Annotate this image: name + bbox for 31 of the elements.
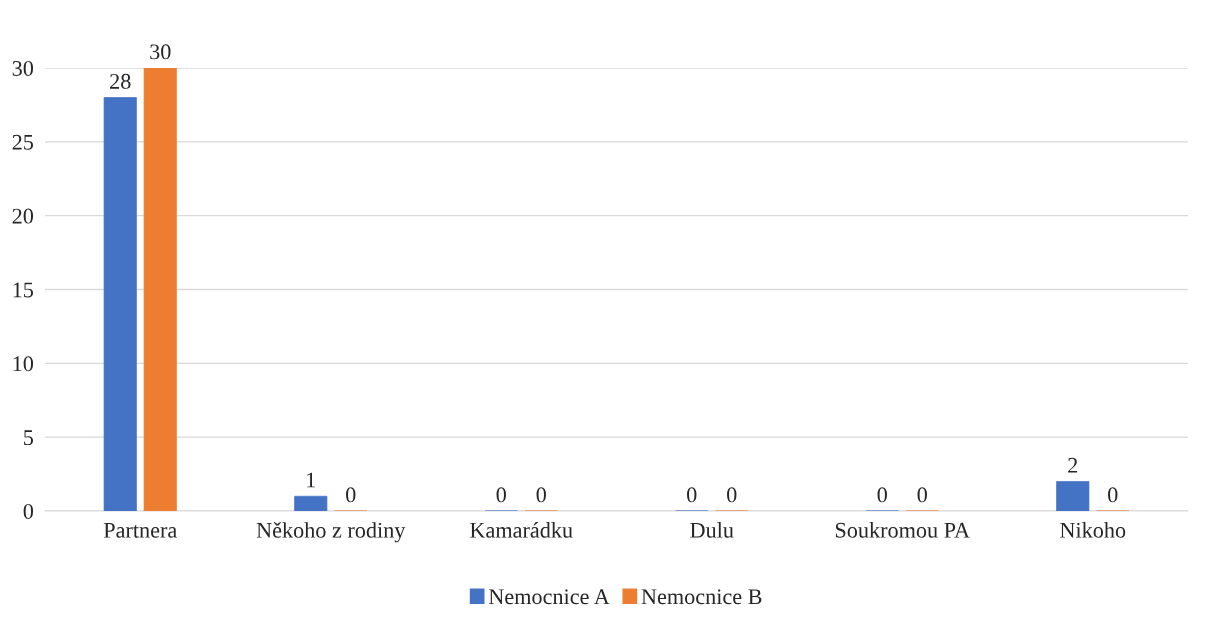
data-label: 0 bbox=[1108, 487, 1118, 503]
x-tick-label: Dulu bbox=[690, 522, 734, 538]
y-tick-label: 30 bbox=[12, 60, 34, 76]
y-tick-label: 20 bbox=[12, 208, 34, 224]
bar bbox=[143, 68, 177, 511]
y-tick-label: 15 bbox=[13, 282, 34, 298]
legend-label: Nemocnice B bbox=[641, 589, 762, 605]
data-label: 0 bbox=[727, 487, 737, 503]
x-tick-label: Soukromou PA bbox=[835, 522, 970, 538]
data-label: 0 bbox=[346, 487, 356, 503]
x-tick-label: Kamarádku bbox=[470, 522, 573, 538]
data-label: 28 bbox=[110, 73, 131, 89]
y-tick-label: 0 bbox=[23, 503, 34, 519]
data-label: 0 bbox=[536, 487, 546, 503]
y-tick-label: 10 bbox=[13, 356, 34, 372]
bar bbox=[1056, 481, 1090, 511]
data-label: 0 bbox=[877, 487, 887, 503]
data-label: 30 bbox=[150, 44, 171, 60]
legend-label: Nemocnice A bbox=[488, 589, 610, 605]
data-label: 1 bbox=[307, 472, 315, 488]
y-tick-label: 5 bbox=[24, 430, 34, 446]
bar bbox=[103, 97, 137, 511]
y-tick-label: 25 bbox=[12, 134, 34, 150]
x-tick-label: Nikoho bbox=[1060, 522, 1126, 538]
x-tick-label: Partnera bbox=[103, 522, 177, 538]
x-tick-label: Někoho z rodiny bbox=[256, 522, 406, 543]
bar bbox=[294, 495, 328, 511]
data-label: 2 bbox=[1068, 457, 1078, 473]
data-label: 0 bbox=[687, 487, 697, 503]
data-label: 0 bbox=[496, 487, 506, 503]
data-label: 0 bbox=[917, 487, 927, 503]
